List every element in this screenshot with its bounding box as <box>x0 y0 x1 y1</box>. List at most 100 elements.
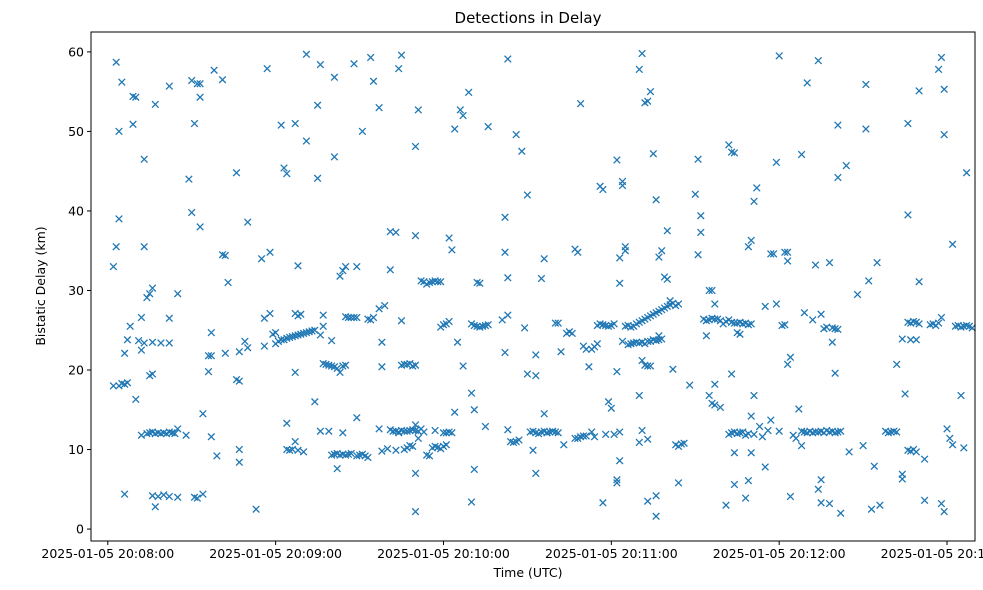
detection-point <box>109 382 118 390</box>
detection-point <box>747 448 755 457</box>
detection-point <box>940 85 948 94</box>
detection-point <box>772 158 781 167</box>
detection-point <box>336 368 344 377</box>
detection-point <box>834 121 842 129</box>
detection-point <box>551 319 560 327</box>
detection-point <box>635 391 644 400</box>
detection-point <box>266 248 274 257</box>
detection-point <box>635 438 644 447</box>
detection-point <box>836 427 845 435</box>
detection-point <box>613 367 621 376</box>
detection-point <box>560 441 568 449</box>
detection-point <box>795 405 803 413</box>
detection-point <box>411 142 420 151</box>
detection-point <box>341 361 350 369</box>
detection-point <box>727 370 736 378</box>
detection-point <box>674 300 683 308</box>
detection-point <box>459 111 467 120</box>
detection-point <box>803 79 811 87</box>
detection-point <box>797 441 806 450</box>
detection-point <box>330 153 339 161</box>
detection-point <box>817 499 825 507</box>
x-tick-label: 2025-01-05 20:11:00 <box>545 546 678 561</box>
detection-point <box>109 262 118 271</box>
detection-point <box>532 351 540 359</box>
detection-point <box>504 425 512 434</box>
detection-point <box>145 289 154 298</box>
detection-point <box>347 449 355 458</box>
detection-point <box>599 185 607 194</box>
detection-point <box>140 155 148 164</box>
detection-point <box>339 429 347 437</box>
detection-point <box>646 87 655 96</box>
detection-point <box>484 122 492 131</box>
detection-point <box>711 315 719 323</box>
detection-point <box>173 289 182 298</box>
detection-point <box>834 173 842 182</box>
y-tick-label: 30 <box>68 283 84 298</box>
detection-point <box>610 430 618 439</box>
detection-point <box>873 258 881 267</box>
detection-point <box>464 88 473 97</box>
detection-point <box>501 248 509 257</box>
x-tick-label: 2025-01-05 20:09:00 <box>209 546 342 561</box>
detection-point <box>157 339 165 347</box>
detection-point <box>786 492 795 501</box>
detection-point <box>912 336 921 344</box>
detection-point <box>187 76 196 85</box>
detection-point <box>587 428 596 436</box>
detection-point <box>613 156 621 164</box>
detection-point <box>680 439 688 447</box>
detection-point <box>590 433 599 441</box>
detection-point <box>912 448 921 456</box>
detection-point <box>504 274 512 282</box>
detection-point <box>808 316 817 324</box>
y-tick-label: 40 <box>68 203 84 218</box>
detection-point <box>148 284 157 292</box>
detection-point <box>663 227 672 235</box>
detection-point <box>943 425 951 433</box>
detection-point <box>137 431 146 439</box>
detection-point <box>291 119 299 128</box>
detection-point <box>772 300 781 308</box>
detection-point <box>540 409 548 418</box>
detection-point <box>862 125 870 133</box>
detection-point <box>140 242 148 251</box>
detection-point <box>694 250 702 259</box>
detection-point <box>747 236 755 245</box>
detection-point <box>615 428 624 436</box>
detection-point <box>554 319 562 327</box>
detection-point <box>962 169 971 177</box>
detection-point <box>316 331 325 339</box>
detection-point <box>520 324 529 332</box>
detection-point <box>369 313 378 322</box>
detection-point <box>294 446 302 455</box>
detection-point <box>657 246 666 255</box>
detection-point <box>196 79 204 88</box>
detection-point <box>501 213 509 222</box>
detection-point <box>358 127 367 136</box>
detection-point <box>781 248 789 257</box>
detection-point <box>353 413 361 422</box>
detection-point <box>504 311 512 319</box>
detection-point <box>736 330 744 338</box>
detection-point <box>344 313 353 322</box>
detection-point <box>652 491 660 500</box>
detection-point <box>915 87 923 95</box>
detection-point <box>643 497 652 505</box>
detection-point <box>224 278 232 287</box>
detection-point <box>652 512 660 521</box>
detection-point <box>716 403 725 412</box>
detection-point <box>750 197 758 206</box>
detection-point <box>579 432 588 440</box>
detection-point <box>750 391 758 400</box>
detection-point <box>523 191 532 199</box>
detection-point <box>711 380 719 389</box>
detection-point <box>697 211 705 220</box>
detection-point <box>532 469 540 478</box>
detection-point <box>414 106 423 114</box>
detection-point <box>747 320 755 328</box>
detection-point <box>960 444 968 452</box>
